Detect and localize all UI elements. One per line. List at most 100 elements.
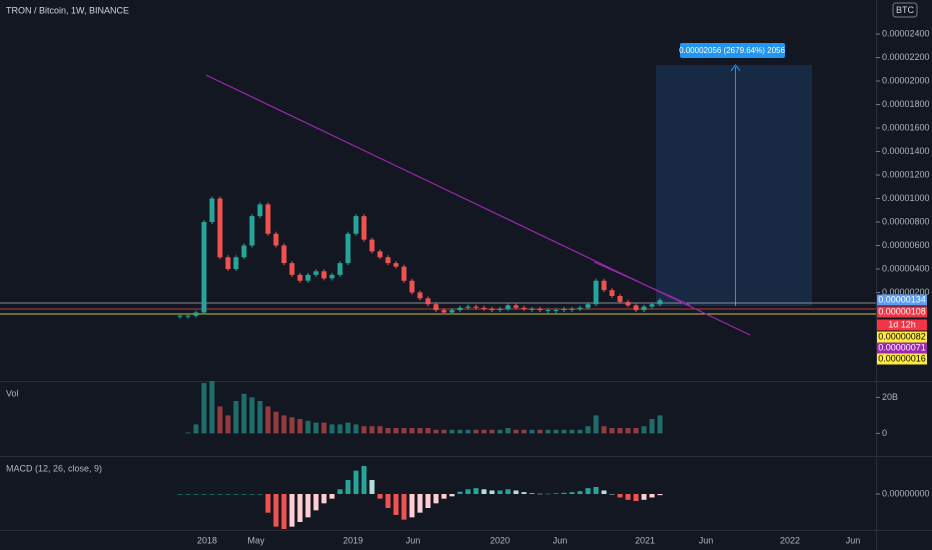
- macd-bar: [593, 487, 599, 494]
- macd-bar: [513, 490, 519, 494]
- candle: [457, 307, 463, 311]
- candle: [569, 308, 575, 310]
- macd-bar: [425, 494, 431, 508]
- volume-bar: [201, 383, 207, 434]
- macd-bar: [217, 494, 223, 495]
- macd-bar: [505, 489, 511, 494]
- macd-bar: [473, 488, 479, 494]
- macd-bar: [361, 466, 367, 494]
- macd-bar: [265, 494, 271, 513]
- candle: [633, 305, 639, 311]
- candle: [241, 245, 247, 258]
- macd-bar: [337, 489, 343, 494]
- macd-bar: [345, 480, 351, 494]
- volume-bar: [457, 429, 463, 434]
- volume-bar: [545, 429, 551, 434]
- volume-bar: [441, 429, 447, 434]
- macd-bar: [409, 494, 415, 518]
- candle: [265, 204, 271, 234]
- currency-label[interactable]: BTC: [896, 5, 915, 15]
- macd-bar: [441, 494, 447, 499]
- macd-bar: [657, 494, 663, 496]
- volume-bar: [433, 429, 439, 434]
- price-badge-label: 0.00000071: [878, 342, 926, 352]
- volume-bar: [505, 427, 511, 434]
- volume-bar: [521, 429, 527, 434]
- macd-bar: [417, 494, 423, 513]
- volume-bar: [625, 427, 631, 434]
- candle: [537, 308, 543, 311]
- trend-line: [593, 261, 691, 306]
- volume-bar: [609, 427, 615, 434]
- volume-title: Vol: [6, 388, 19, 398]
- macd-bar: [321, 494, 327, 504]
- volume-bar: [553, 429, 559, 434]
- volume-bar: [257, 401, 263, 434]
- macd-bar: [233, 494, 239, 495]
- candle: [529, 308, 535, 310]
- macd-bar: [281, 494, 287, 529]
- candle: [257, 204, 263, 217]
- currency-badge[interactable]: [892, 2, 918, 18]
- volume-bar: [577, 429, 583, 434]
- candle: [297, 274, 303, 281]
- price-badge-label: 0.00000016: [878, 353, 926, 363]
- volume-bar: [617, 427, 623, 434]
- x-tick-label: 2022: [780, 535, 800, 545]
- macd-bar: [193, 494, 199, 495]
- volume-bar: [249, 397, 255, 434]
- candle: [561, 308, 567, 311]
- candle: [473, 306, 479, 308]
- measure-label-bg: [680, 43, 785, 58]
- macd-bar: [449, 494, 455, 497]
- y-tick-label: 0.00000000: [882, 488, 930, 498]
- y-tick-label: 0.00000600: [882, 240, 930, 250]
- candle: [417, 292, 423, 299]
- price-badge: [877, 319, 927, 331]
- candle: [329, 274, 335, 279]
- volume-bar: [329, 424, 335, 434]
- macd-bar: [329, 494, 335, 499]
- candle: [193, 312, 199, 316]
- y-tick-label: 0.00000800: [882, 216, 930, 226]
- macd-bar: [609, 494, 615, 495]
- volume-bar: [377, 426, 383, 434]
- macd-bar: [617, 494, 623, 498]
- volume-bar: [449, 429, 455, 434]
- candle: [409, 280, 415, 293]
- candle: [505, 305, 511, 309]
- x-tick-label: 2019: [343, 535, 363, 545]
- candle: [353, 216, 359, 234]
- volume-bar: [241, 393, 247, 434]
- volume-bar: [289, 417, 295, 434]
- macd-bar: [465, 489, 471, 494]
- macd-bar: [433, 494, 439, 504]
- candle: [273, 233, 279, 246]
- volume-bar: [393, 427, 399, 434]
- x-tick-label: Jun: [406, 535, 421, 545]
- macd-bar: [385, 494, 391, 508]
- macd-bar: [497, 490, 503, 494]
- y-tick-label: 0.00001000: [882, 193, 930, 203]
- x-tick-label: Jun: [846, 535, 861, 545]
- candle: [345, 233, 351, 264]
- candle: [289, 263, 295, 275]
- volume-bar: [217, 406, 223, 434]
- macd-bar: [625, 494, 631, 500]
- candle: [305, 274, 311, 281]
- volume-bar: [529, 429, 535, 434]
- candle: [601, 280, 607, 291]
- candle: [593, 280, 599, 305]
- volume-bar: [361, 426, 367, 434]
- y-tick-label: 0.00001200: [882, 169, 930, 179]
- x-tick-label: Jun: [699, 535, 714, 545]
- y-tick-label: 20B: [882, 392, 898, 402]
- candle: [449, 310, 455, 313]
- price-badge: [877, 342, 927, 354]
- candle: [625, 301, 631, 306]
- y-tick-label: 0.00001600: [882, 122, 930, 132]
- candle: [577, 307, 583, 309]
- macd-bar: [353, 470, 359, 494]
- volume-bar: [561, 429, 567, 434]
- macd-bar: [289, 494, 295, 527]
